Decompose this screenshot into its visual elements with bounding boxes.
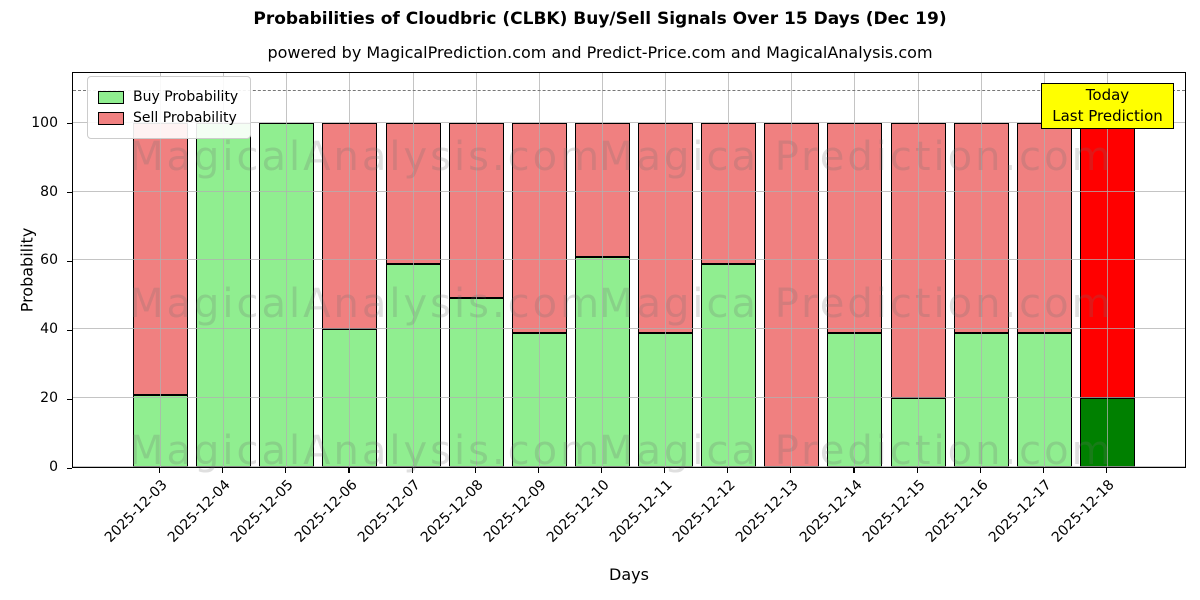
y-tick-mark: [67, 260, 72, 263]
vertical-gridline: [917, 73, 919, 467]
x-tick-label: 2025-12-10: [543, 477, 613, 546]
x-tick-mark: [159, 468, 161, 473]
vertical-gridline: [223, 73, 225, 467]
vertical-gridline: [728, 73, 730, 467]
threshold-dashed-line: [73, 90, 1185, 92]
x-tick-label: 2025-12-08: [417, 477, 487, 546]
horizontal-gridline: [73, 259, 1185, 261]
x-tick-label: 2025-12-04: [165, 477, 234, 546]
y-axis: 0 20 40 60 80 100: [0, 72, 72, 475]
x-tick-label: 2025-12-13: [733, 477, 803, 546]
horizontal-gridline: [73, 328, 1185, 330]
horizontal-gridline: [73, 397, 1185, 399]
x-tick-mark: [348, 468, 350, 473]
x-tick-mark: [600, 468, 603, 473]
x-tick-label: 2025-12-18: [1048, 477, 1118, 546]
y-tick-label: 100: [31, 114, 58, 131]
x-axis: 2025-12-03 2025-12-04 2025-12-05 2025-12-06…: [72, 468, 1186, 588]
x-tick-label: 2025-12-15: [859, 477, 929, 546]
legend-item-buy: Buy Probability: [98, 88, 238, 106]
legend: Buy Probability Sell Probability: [87, 76, 252, 139]
x-tick-mark: [411, 468, 413, 473]
vertical-gridline: [475, 73, 477, 467]
chart-subtitle: powered by MagicalPrediction.com and Pre…: [267, 43, 933, 62]
x-tick-label: 2025-12-16: [922, 477, 992, 546]
vertical-gridline: [538, 73, 540, 467]
legend-item-sell: Sell Probability: [98, 109, 238, 127]
today-annotation: Today Last Prediction: [1041, 83, 1174, 129]
x-tick-label: 2025-12-03: [101, 477, 171, 546]
horizontal-gridline: [73, 121, 1185, 123]
horizontal-gridline: [73, 466, 1185, 467]
y-tick-mark: [67, 329, 72, 331]
vertical-gridline: [980, 73, 982, 467]
horizontal-gridline: [73, 190, 1185, 192]
y-tick-label: 20: [40, 390, 58, 407]
x-tick-mark: [979, 468, 981, 473]
x-tick-label: 2025-12-12: [670, 477, 739, 546]
sell-swatch-icon: [98, 111, 124, 125]
legend-label-sell: Sell Probability: [133, 110, 237, 126]
buy-swatch-icon: [98, 90, 124, 104]
x-axis-label: Days: [609, 565, 649, 584]
legend-label-buy: Buy Probability: [133, 89, 239, 105]
x-tick-mark: [790, 468, 792, 473]
x-tick-label: 2025-12-06: [291, 477, 361, 546]
annotation-line-1: Today: [1085, 86, 1130, 104]
vertical-gridline: [160, 73, 161, 467]
annotation-line-2: Last Prediction: [1052, 107, 1163, 125]
x-tick-mark: [853, 468, 855, 473]
y-tick-mark: [67, 398, 72, 400]
vertical-gridline: [412, 73, 414, 467]
y-tick-label: 40: [40, 321, 58, 338]
vertical-gridline: [665, 73, 667, 467]
x-tick-label: 2025-12-09: [480, 477, 550, 546]
x-tick-mark: [222, 468, 224, 473]
x-tick-mark: [1105, 468, 1108, 473]
x-tick-mark: [916, 468, 918, 473]
x-tick-label: 2025-12-07: [354, 477, 424, 546]
vertical-gridline: [286, 73, 288, 467]
x-tick-mark: [1042, 468, 1044, 473]
x-tick-mark: [474, 468, 476, 473]
x-tick-label: 2025-12-17: [985, 477, 1055, 546]
vertical-gridline: [601, 73, 603, 467]
vertical-gridline: [791, 73, 793, 467]
vertical-gridline: [349, 73, 351, 467]
x-tick-mark: [664, 468, 666, 473]
x-tick-label: 2025-12-11: [607, 477, 676, 546]
vertical-gridline: [854, 73, 856, 467]
x-tick-mark: [537, 468, 539, 473]
y-tick-mark: [67, 467, 72, 469]
x-tick-label: 2025-12-14: [796, 477, 866, 546]
x-tick-mark: [727, 468, 729, 473]
y-tick-label: 60: [40, 252, 58, 269]
y-tick-label: 0: [49, 459, 58, 475]
x-tick-label: 2025-12-05: [228, 477, 298, 546]
y-tick-mark: [67, 192, 72, 194]
y-tick-label: 80: [40, 183, 58, 200]
vertical-gridline: [1106, 73, 1108, 467]
plot-area: MagicalAnalysis.com Magica Prediction.com…: [72, 72, 1186, 474]
vertical-gridline: [1043, 73, 1045, 467]
x-tick-mark: [285, 468, 287, 473]
chart-title: Probabilities of Cloudbric (CLBK) Buy/Se…: [253, 9, 947, 29]
y-tick-mark: [67, 123, 72, 125]
